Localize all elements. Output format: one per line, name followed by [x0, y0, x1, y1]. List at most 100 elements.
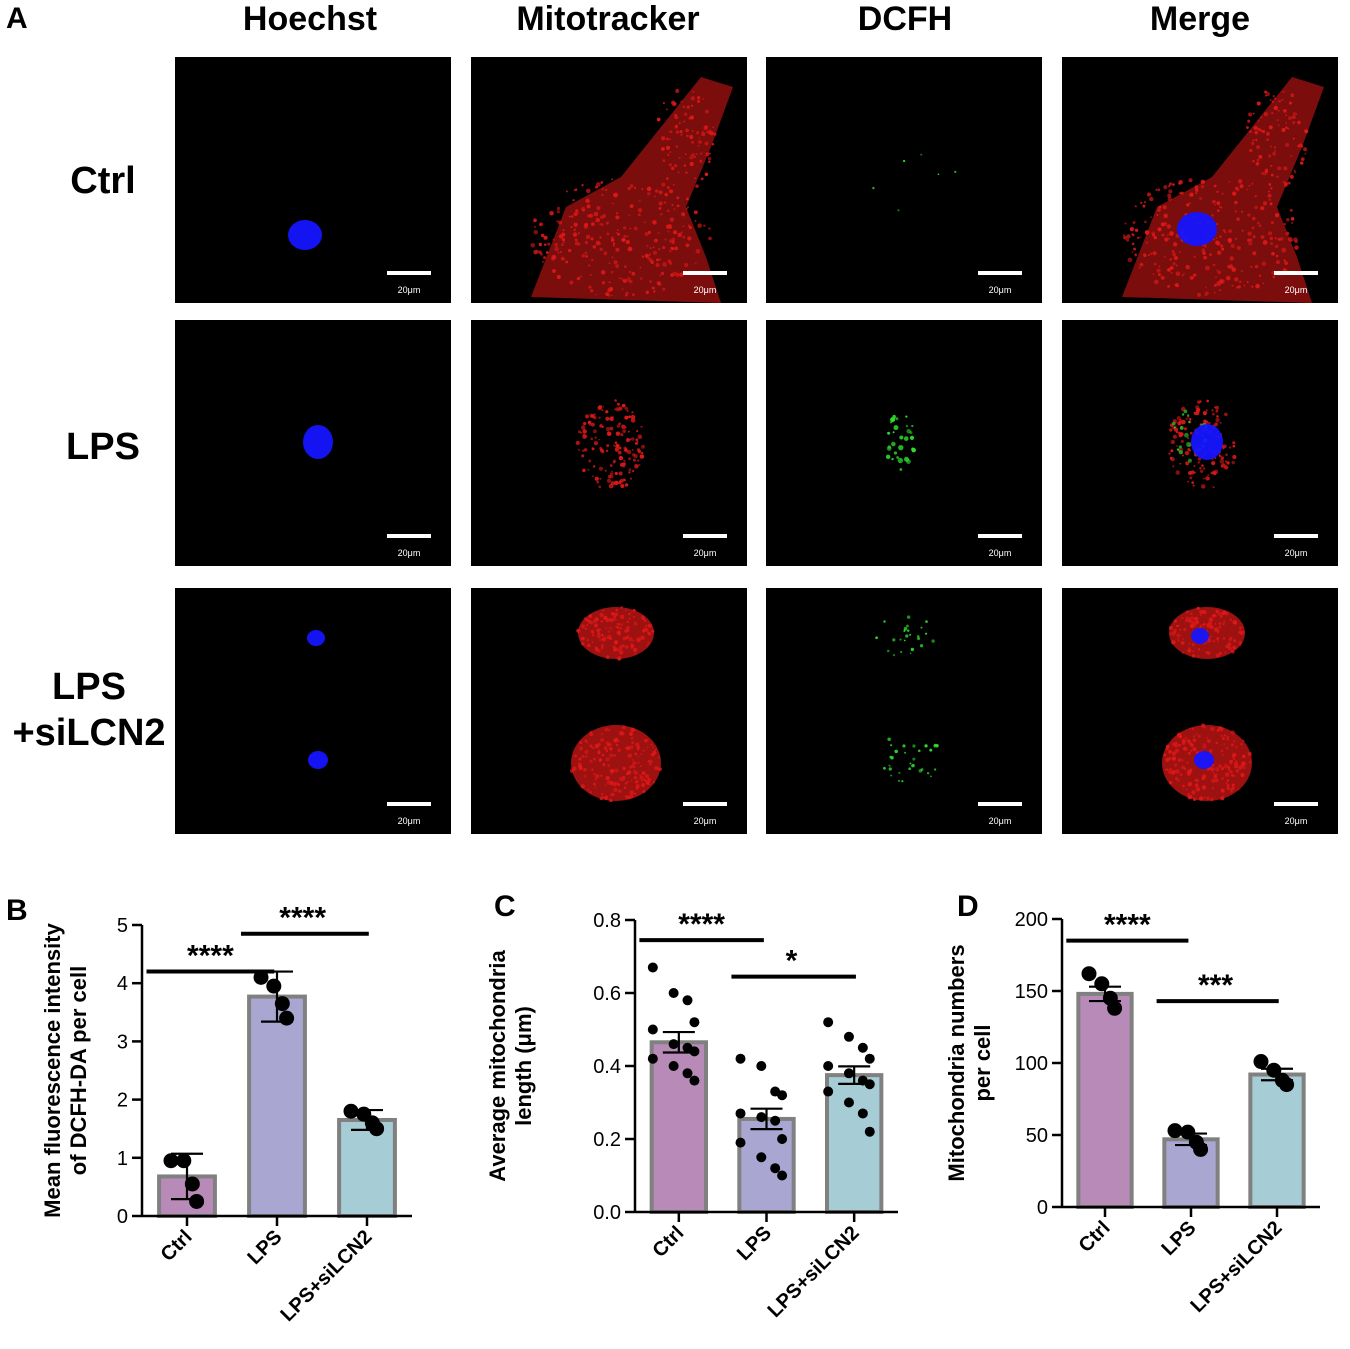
micrograph-image: [1168, 399, 1237, 489]
data-point: [823, 1017, 834, 1028]
significance-label: ****: [187, 940, 234, 973]
chart-d: D Mitochondria numbers per cell 0 50 100 150 20…: [944, 890, 1320, 1317]
y-tick-label: 50: [1026, 1125, 1048, 1147]
data-point: [176, 1153, 192, 1169]
data-point: [823, 1061, 834, 1071]
micrograph-dcfh: 20μm: [766, 57, 1042, 303]
scale-bar-label: 20μm: [1284, 816, 1308, 826]
panel-letter: D: [957, 890, 979, 923]
column-header-hoechst: Hoechst: [242, 0, 378, 38]
column-header-merge: Merge: [1149, 0, 1251, 38]
y-tick-label: 0.6: [593, 983, 621, 1005]
y-axis-label: Mean fluorescence intensity: [40, 922, 65, 1217]
significance-label: ****: [678, 908, 725, 941]
data-point: [1279, 1077, 1295, 1093]
chart-b: B Mean fluorescence intensity of DCFH-DA p…: [6, 894, 412, 1326]
y-axis-label: Average mitochondria: [485, 950, 510, 1182]
column-header-mitotracker: Mitotracker: [516, 0, 700, 38]
significance-label: *: [786, 945, 798, 978]
scale-bar-label: 20μm: [397, 285, 421, 295]
y-axis-label: Mitochondria numbers: [944, 944, 969, 1181]
row-label-lps: LPS: [18, 424, 188, 470]
scale-bar: [683, 534, 727, 538]
data-point: [647, 1053, 658, 1064]
data-point: [777, 1090, 788, 1101]
row-label-lps-silcn2: LPS +siLCN2: [0, 664, 178, 756]
bar: [824, 1073, 884, 1214]
micrograph-hoechst: 20μm: [175, 320, 451, 566]
micrograph-dcfh: 20μm: [766, 588, 1042, 834]
x-tick-label: LPS: [733, 1222, 776, 1265]
x-tick-label: Ctrl: [648, 1222, 688, 1262]
micrograph-image: [307, 630, 328, 769]
y-tick-label: 5: [117, 915, 128, 937]
y-tick-label: 0.0: [593, 1202, 621, 1224]
bar: [1248, 1072, 1306, 1209]
significance-label: ****: [279, 902, 326, 935]
micrograph-mito: 20μm: [471, 320, 747, 566]
bar: [1076, 991, 1134, 1209]
data-point: [682, 1068, 693, 1079]
data-point: [857, 1042, 868, 1053]
row-label-ctrl: Ctrl: [18, 158, 188, 204]
row-label-line: LPS: [52, 666, 126, 708]
x-tick-label: LPS: [243, 1226, 286, 1269]
panel-letter: C: [494, 890, 516, 923]
bar: [1162, 1137, 1220, 1210]
data-point: [253, 969, 269, 985]
data-point: [1266, 1062, 1282, 1078]
data-point: [843, 1068, 854, 1079]
micrograph-image: [872, 153, 957, 212]
data-point: [1193, 1141, 1209, 1157]
scale-bar-label: 20μm: [397, 816, 421, 826]
bar-charts: B Mean fluorescence intensity of DCFH-DA p…: [6, 890, 1320, 1326]
data-point: [1167, 1123, 1183, 1139]
row-label-line: +siLCN2: [12, 712, 166, 754]
bar: [649, 1040, 709, 1214]
significance-label: ****: [1104, 909, 1151, 942]
micrograph-image: [885, 414, 916, 471]
y-tick-label: 0: [1037, 1197, 1048, 1219]
data-point: [735, 1053, 746, 1064]
y-axis-label: length (μm): [511, 1006, 536, 1126]
significance-label: ***: [1198, 969, 1233, 1002]
micrograph-image: [303, 425, 333, 459]
data-point: [1094, 976, 1110, 992]
data-point: [1253, 1054, 1269, 1070]
y-tick-label: 4: [117, 973, 128, 995]
y-tick-label: 100: [1015, 1053, 1048, 1075]
scale-bar-label: 20μm: [988, 548, 1012, 558]
y-tick-label: 0.8: [593, 910, 621, 932]
data-point: [823, 1086, 834, 1097]
data-point: [864, 1079, 875, 1090]
data-point: [756, 1112, 767, 1123]
data-point: [735, 1108, 746, 1119]
scale-bar-label: 20μm: [1284, 285, 1308, 295]
scale-bar-label: 20μm: [988, 285, 1012, 295]
scale-bar: [387, 271, 431, 275]
y-axis-label: of DCFH-DA per cell: [66, 966, 91, 1175]
data-point: [668, 1061, 679, 1071]
x-tick-label: LPS: [1157, 1217, 1200, 1260]
row-label-line: LPS: [66, 426, 140, 468]
data-point: [777, 1170, 788, 1181]
x-tick-label: LPS+siLCN2: [276, 1226, 376, 1326]
x-tick-label: LPS+siLCN2: [764, 1222, 864, 1322]
scale-bar-label: 20μm: [397, 548, 421, 558]
data-point: [343, 1103, 359, 1119]
row-label-line: Ctrl: [70, 160, 136, 202]
data-point: [770, 1163, 781, 1174]
data-point: [689, 1017, 700, 1028]
x-tick-label: Ctrl: [1075, 1217, 1115, 1257]
data-point: [668, 988, 679, 998]
data-point: [163, 1153, 179, 1169]
micrograph-merge: 20μm: [1062, 57, 1338, 303]
micrograph-image: [575, 399, 645, 489]
data-point: [1180, 1124, 1196, 1140]
y-tick-label: 0: [117, 1206, 128, 1228]
y-tick-label: 0.4: [593, 1056, 621, 1078]
micrograph-mito: 20μm: [471, 588, 747, 834]
bar: [247, 994, 307, 1218]
y-tick-label: 1: [117, 1148, 128, 1170]
data-point: [689, 1046, 700, 1057]
